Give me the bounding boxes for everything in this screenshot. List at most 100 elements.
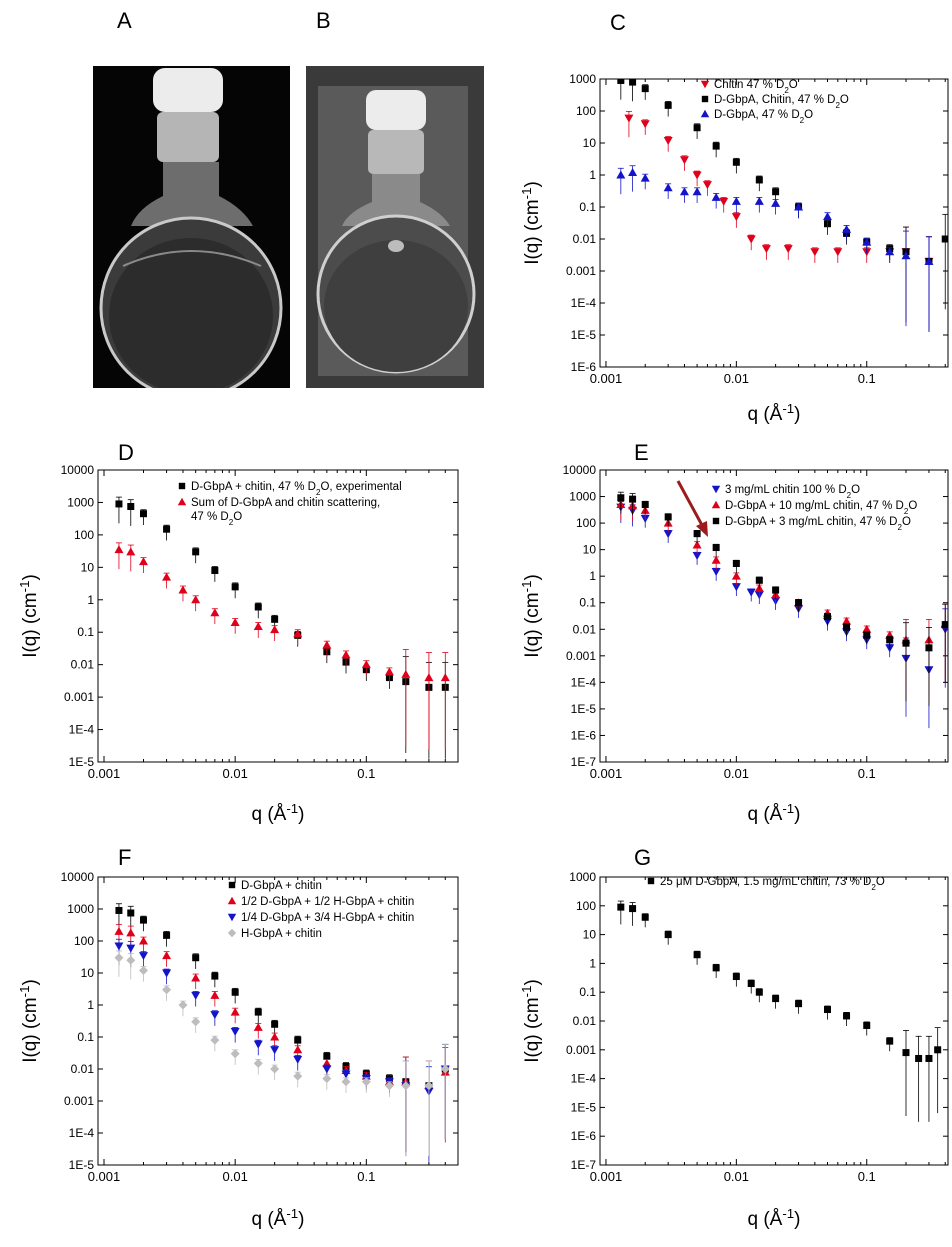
legend-marker [711, 485, 721, 494]
data-point [139, 510, 147, 518]
data-point [731, 571, 741, 580]
data-point [253, 1058, 263, 1068]
y-tick-label: 100 [576, 104, 596, 118]
data-point [924, 257, 934, 266]
data-point [664, 513, 672, 521]
data-point [361, 1075, 371, 1084]
x-axis-label: q (Å-1) [747, 801, 800, 826]
data-point [795, 599, 803, 607]
legend-label: 47 % D2O [191, 511, 242, 527]
legend-label: D-GbpA + chitin [241, 880, 322, 892]
data-point [885, 247, 895, 256]
x-tick-label: 0.1 [858, 371, 876, 386]
data-point [616, 503, 626, 512]
data-point [915, 1054, 923, 1062]
data-point [732, 158, 740, 166]
y-tick-label: 10 [583, 543, 597, 557]
data-point [692, 187, 702, 196]
data-point [440, 1067, 450, 1076]
data-point [823, 220, 831, 228]
y-tick-label: 1000 [569, 72, 596, 86]
data-point [342, 658, 350, 666]
data-point [441, 1065, 449, 1073]
x-tick-label: 0.1 [357, 766, 375, 781]
panel-label-b: B [316, 8, 331, 33]
data-point [253, 622, 263, 631]
data-point [862, 248, 872, 257]
y-tick-label: 0.001 [64, 1094, 94, 1108]
series-1 [616, 501, 948, 729]
data-point [211, 566, 219, 574]
y-tick-label: 10000 [563, 463, 597, 477]
legend-label: D-GbpA, 47 % D2O [714, 109, 813, 125]
data-point [401, 1082, 411, 1091]
y-tick-label: 1E-5 [571, 1100, 597, 1114]
data-point [663, 518, 673, 527]
y-tick-label: 0.1 [77, 625, 94, 639]
data-point [293, 1045, 303, 1054]
data-point [902, 639, 910, 647]
data-point [127, 909, 135, 917]
data-point [772, 188, 780, 196]
data-point [693, 124, 701, 132]
y-tick-label: 1 [589, 168, 596, 182]
y-tick-label: 1000 [569, 490, 596, 504]
data-point [862, 237, 872, 246]
data-point [712, 544, 720, 552]
data-point [663, 183, 673, 192]
x-tick-label: 0.001 [590, 1169, 623, 1184]
data-point [863, 238, 871, 246]
data-point [270, 625, 280, 634]
data-point [862, 624, 872, 633]
data-point [323, 648, 331, 656]
data-point [341, 1070, 351, 1079]
data-point [640, 505, 650, 514]
data-point [885, 644, 895, 653]
data-point [761, 245, 771, 254]
series-2 [114, 542, 450, 749]
x-tick-label: 0.01 [724, 1169, 749, 1184]
y-tick-label: 1E-7 [571, 1158, 597, 1172]
x-axis-label: q (Å-1) [747, 401, 800, 426]
data-point [191, 973, 201, 982]
data-point [664, 931, 672, 939]
data-point [925, 257, 933, 265]
data-point [322, 1065, 332, 1074]
y-tick-label: 1E-4 [571, 675, 597, 689]
y-tick-label: 1E-6 [571, 1129, 597, 1143]
data-point [384, 1081, 394, 1091]
data-point [210, 1035, 220, 1045]
data-point [322, 1058, 332, 1067]
data-point [822, 608, 832, 617]
panel-label-d: D [118, 440, 134, 465]
legend-label: Chitin 47 % D2O [714, 79, 798, 95]
data-point [270, 1064, 280, 1074]
y-tick-label: 0.001 [566, 649, 596, 663]
data-point [294, 631, 302, 639]
data-point [833, 248, 843, 257]
data-point [361, 1071, 371, 1080]
panel-label-c: C [610, 10, 626, 35]
y-tick-label: 1 [87, 593, 94, 607]
legend-marker [701, 95, 709, 103]
data-point [754, 196, 764, 205]
panel-label-a: A [117, 8, 132, 33]
data-point [139, 916, 147, 924]
data-point [230, 617, 240, 626]
series-1 [115, 903, 449, 1157]
photo-flask-a [93, 66, 290, 388]
legend-label: D-GbpA + 3 mg/mL chitin, 47 % D2O [725, 516, 911, 532]
data-point [941, 235, 948, 243]
data-point [230, 1027, 240, 1036]
data-point [114, 942, 124, 951]
data-point [795, 1000, 803, 1008]
data-point [127, 502, 135, 510]
data-point [628, 167, 638, 176]
data-point [341, 1077, 351, 1087]
legend-label: D-GbpA + chitin, 47 % D2O, experimental [191, 481, 402, 497]
data-point [293, 1055, 303, 1064]
data-point [822, 617, 832, 626]
data-point [934, 1046, 942, 1054]
series-2 [114, 924, 450, 1157]
data-point [424, 1087, 434, 1096]
